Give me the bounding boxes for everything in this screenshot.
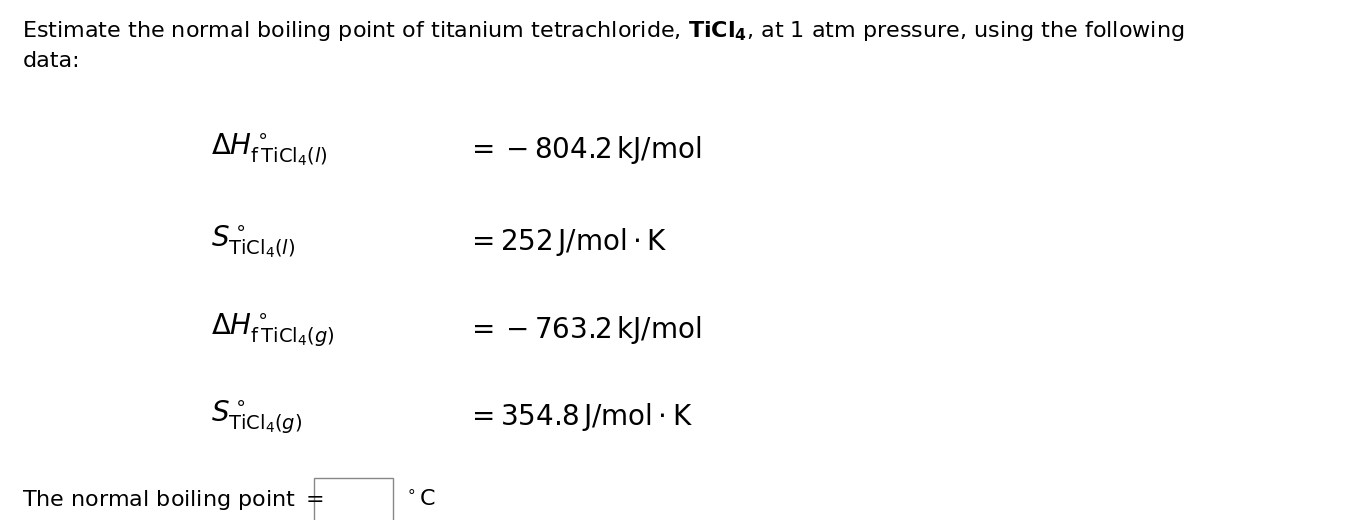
Text: $S^\circ_{\mathrm{TiCl_4}(g)}$: $S^\circ_{\mathrm{TiCl_4}(g)}$ (211, 398, 302, 435)
FancyBboxPatch shape (314, 478, 392, 520)
Text: $\Delta H^\circ_{\mathrm{f\,TiCl_4}(g)}$: $\Delta H^\circ_{\mathrm{f\,TiCl_4}(g)}$ (211, 311, 334, 348)
Text: $= -763.2\,\mathrm{kJ/mol}$: $= -763.2\,\mathrm{kJ/mol}$ (465, 314, 701, 346)
Text: $= 252\,\mathrm{J/mol \cdot K}$: $= 252\,\mathrm{J/mol \cdot K}$ (465, 226, 667, 258)
Text: Estimate the normal boiling point of titanium tetrachloride, $\mathbf{TiCl_4}$, : Estimate the normal boiling point of tit… (23, 19, 1185, 71)
Text: $\Delta H^\circ_{\mathrm{f\,TiCl_4}(l)}$: $\Delta H^\circ_{\mathrm{f\,TiCl_4}(l)}$ (211, 132, 327, 168)
Text: $S^\circ_{\mathrm{TiCl_4}(l)}$: $S^\circ_{\mathrm{TiCl_4}(l)}$ (211, 224, 295, 261)
Text: $= 354.8\,\mathrm{J/mol \cdot K}$: $= 354.8\,\mathrm{J/mol \cdot K}$ (465, 401, 693, 433)
Text: $= -804.2\,\mathrm{kJ/mol}$: $= -804.2\,\mathrm{kJ/mol}$ (465, 134, 701, 166)
Text: The normal boiling point $=$: The normal boiling point $=$ (23, 488, 325, 512)
Text: $^\circ\mathrm{C}$: $^\circ\mathrm{C}$ (403, 489, 436, 510)
